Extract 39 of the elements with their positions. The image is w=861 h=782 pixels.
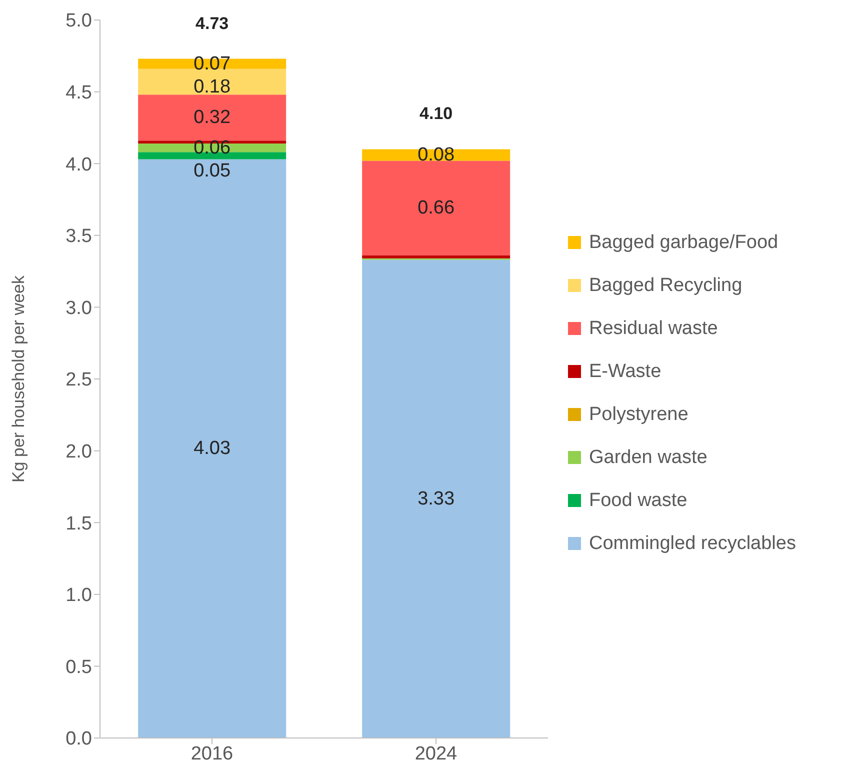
y-axis-title: Kg per household per week	[9, 275, 28, 482]
y-tick-label: 4.5	[66, 82, 92, 104]
data-label: 0.32	[194, 107, 231, 128]
legend-label: E-Waste	[589, 360, 662, 382]
legend-label: Polystyrene	[589, 404, 688, 426]
total-label: 4.73	[196, 14, 229, 33]
legend-label: Residual waste	[589, 318, 718, 340]
y-tick-label: 5.0	[66, 10, 92, 32]
y-tick-label: 0.0	[66, 728, 92, 750]
data-label: 4.03	[194, 438, 231, 460]
x-tick-label: 2024	[414, 743, 458, 764]
legend-label: Garden waste	[589, 446, 708, 468]
data-label: 0.05	[194, 160, 231, 182]
data-label: 0.18	[194, 76, 231, 98]
y-tick-label: 2.0	[66, 442, 92, 463]
data-label: 0.07	[194, 53, 231, 74]
data-label: 3.33	[418, 488, 455, 510]
bar	[138, 152, 286, 160]
y-tick-label: 0.5	[66, 656, 92, 678]
y-tick-label: 3.5	[66, 226, 92, 248]
bar	[362, 160, 510, 256]
y-tick-label: 4.0	[66, 154, 92, 176]
data-label: 0.08	[418, 144, 455, 166]
legend-label: Commingled recyclables	[589, 532, 796, 554]
bar	[138, 94, 286, 141]
y-tick-label: 3.0	[66, 298, 92, 319]
bar	[138, 159, 286, 738]
data-label: 0.66	[418, 198, 455, 219]
total-label: 4.10	[420, 104, 453, 124]
legend-label: Food waste	[589, 490, 688, 512]
legend-label: Bagged Recycling	[589, 274, 742, 296]
y-tick-label: 1.5	[66, 513, 92, 534]
bar	[138, 68, 286, 95]
x-tick-label: 2016	[190, 743, 234, 764]
bar	[362, 260, 510, 738]
legend-label: Bagged garbage/Food	[589, 232, 778, 254]
y-tick-label: 2.5	[66, 370, 92, 391]
y-tick-label: 1.0	[66, 585, 92, 606]
bar	[362, 256, 510, 258]
